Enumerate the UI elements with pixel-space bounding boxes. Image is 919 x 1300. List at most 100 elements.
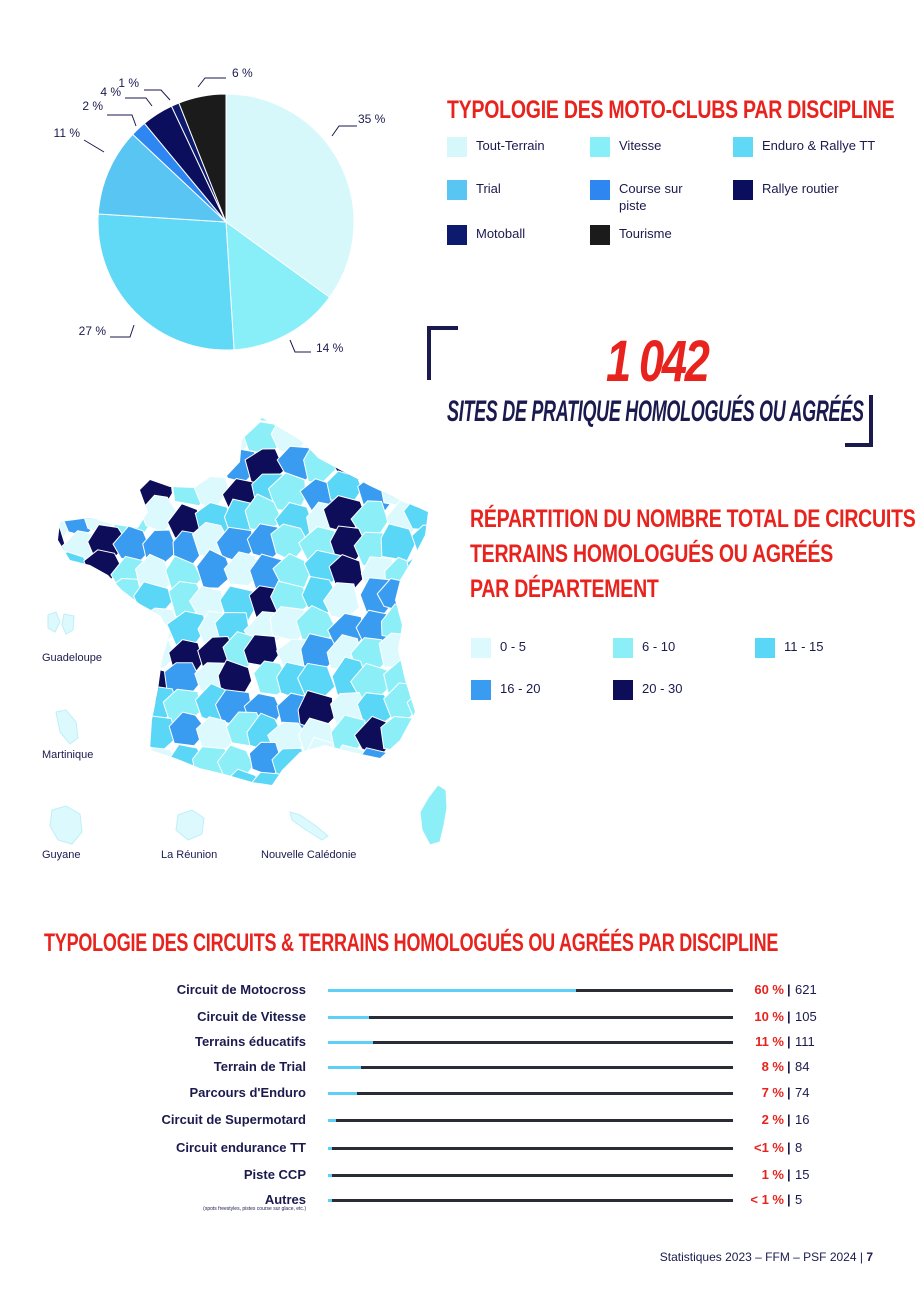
bar-track (328, 1199, 733, 1202)
bar-separator: | (787, 1112, 791, 1127)
bar-separator: | (787, 1192, 791, 1207)
department (294, 418, 335, 424)
map-legend-16-20: 16 - 20 (471, 680, 540, 700)
department (411, 475, 428, 513)
legend-label: Vitesse (619, 138, 662, 153)
department (58, 418, 69, 430)
department (58, 522, 67, 559)
department (91, 421, 126, 457)
bar-count: 15 (795, 1167, 810, 1182)
autres-note: (spots freestyles, pistes course sur gla… (203, 1206, 306, 1212)
department (187, 418, 227, 429)
bar-count: 111 (795, 1034, 815, 1049)
bar-percent: <1 % (754, 1140, 784, 1155)
bar-track (328, 1041, 733, 1044)
pie-legend-item: Tourisme (590, 225, 672, 245)
legend-label: Trial (476, 181, 501, 196)
bar-category-label: Circuit de Supermotard (161, 1112, 306, 1127)
sites-caption: SITES DE PRATIQUE HOMOLOGUÉS OU AGRÉÉS (447, 395, 864, 428)
sites-count: 1 042 (606, 329, 710, 394)
pie-leader-line (331, 125, 357, 137)
martinique-shape (55, 709, 79, 745)
department (217, 418, 256, 431)
bar-fill (328, 1199, 333, 1202)
bar-category-label: Circuit de Vitesse (197, 1009, 306, 1024)
department (111, 715, 150, 752)
department (408, 633, 428, 672)
department (410, 451, 428, 485)
swatch-11-15 (755, 638, 775, 658)
legend-label: Enduro & Rallye TT (762, 138, 876, 153)
pie-slice-tout-terrain (225, 93, 355, 298)
department (58, 579, 66, 613)
guyane-shape (49, 805, 83, 845)
legend-label: Rallye routier (762, 181, 839, 196)
department (406, 686, 428, 725)
pie-value-label: 35 % (358, 112, 386, 126)
pie-value-label: 14 % (316, 341, 344, 355)
bracket-top-left (427, 326, 458, 380)
legend-swatch (590, 180, 610, 200)
legend-label: Tout-Terrain (476, 138, 545, 153)
bar-percent: 2 % (761, 1112, 784, 1127)
department (271, 747, 310, 784)
corsica (419, 784, 448, 846)
bar-fill (328, 1066, 362, 1069)
bar-count: 16 (795, 1112, 810, 1127)
pie-legend-item: Motoball (447, 225, 525, 245)
department (388, 442, 425, 481)
map-legend-0-5: 0 - 5 (471, 638, 526, 658)
legend-swatch (447, 225, 467, 245)
label-nouvelle-caledonie: Nouvelle Calédonie (261, 849, 357, 861)
label-la-reunion: La Réunion (161, 849, 218, 861)
department (171, 418, 210, 434)
department (109, 610, 152, 650)
bar-track (328, 1016, 733, 1019)
department (58, 474, 72, 514)
pie-value-label: 4 % (100, 85, 121, 99)
department (115, 418, 156, 430)
bar-category-label: Terrain de Trial (213, 1059, 306, 1074)
department (58, 420, 91, 458)
map-legend-label: 11 - 15 (784, 639, 824, 654)
bar-category-label: Circuit endurance TT (175, 1140, 306, 1155)
department (294, 772, 333, 785)
map-legend-6-10: 6 - 10 (613, 638, 675, 658)
bar-chart-title: TYPOLOGIE DES CIRCUITS & TERRAINS HOMOLO… (44, 929, 779, 957)
pie-leader-line (289, 339, 311, 353)
bar-fill (328, 1174, 333, 1177)
department (379, 465, 419, 507)
department (384, 746, 420, 785)
bar-percent: 60 % (754, 982, 784, 997)
pie-leader-line (83, 139, 105, 153)
map-legend-20-30: 20 - 30 (613, 680, 682, 700)
pie-leader-line (197, 77, 226, 88)
bar-category-label: Circuit de Motocross (176, 982, 306, 997)
bar-fill (328, 1119, 337, 1122)
pie-slice-trial (97, 133, 228, 223)
department (411, 716, 428, 757)
bar-fill (328, 1147, 333, 1150)
pie-leader-line (110, 324, 135, 338)
page-footer: Statistiques 2023 – FFM – PSF 2024 | 7 (660, 1250, 873, 1264)
bracket-bottom-right (845, 395, 873, 447)
department (114, 661, 152, 698)
department (331, 744, 370, 784)
bar-fill (328, 1016, 370, 1019)
bar-category-label: Terrains éducatifs (194, 1034, 306, 1049)
department (83, 610, 120, 652)
legend-label: Course sur piste (619, 181, 683, 213)
pie-value-label: 6 % (232, 66, 253, 80)
bar-fill (328, 1041, 374, 1044)
bar-track (328, 1174, 733, 1177)
department (355, 446, 394, 480)
bar-separator: | (787, 1140, 791, 1155)
department (411, 524, 428, 561)
pie-slice-vitesse (225, 220, 331, 351)
department (248, 418, 286, 423)
bar-count: 105 (795, 1009, 817, 1024)
pie-leader-line (144, 89, 171, 101)
department (62, 767, 100, 785)
guadeloupe-shape (47, 611, 75, 635)
bar-separator: | (787, 1059, 791, 1074)
